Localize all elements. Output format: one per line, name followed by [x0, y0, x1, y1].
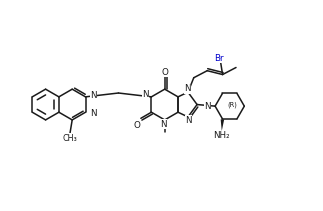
Text: (R): (R) — [227, 101, 237, 108]
Text: Br: Br — [214, 54, 224, 63]
Text: N: N — [142, 90, 149, 99]
Text: N: N — [160, 120, 166, 129]
Text: N: N — [90, 109, 97, 118]
Text: N: N — [204, 102, 211, 111]
Polygon shape — [221, 119, 224, 131]
Text: N: N — [184, 84, 191, 93]
Text: N: N — [185, 116, 192, 125]
Text: O: O — [133, 121, 140, 130]
Text: NH₂: NH₂ — [214, 131, 230, 140]
Text: O: O — [161, 68, 168, 77]
Text: N: N — [90, 91, 97, 100]
Text: CH₃: CH₃ — [63, 134, 77, 143]
